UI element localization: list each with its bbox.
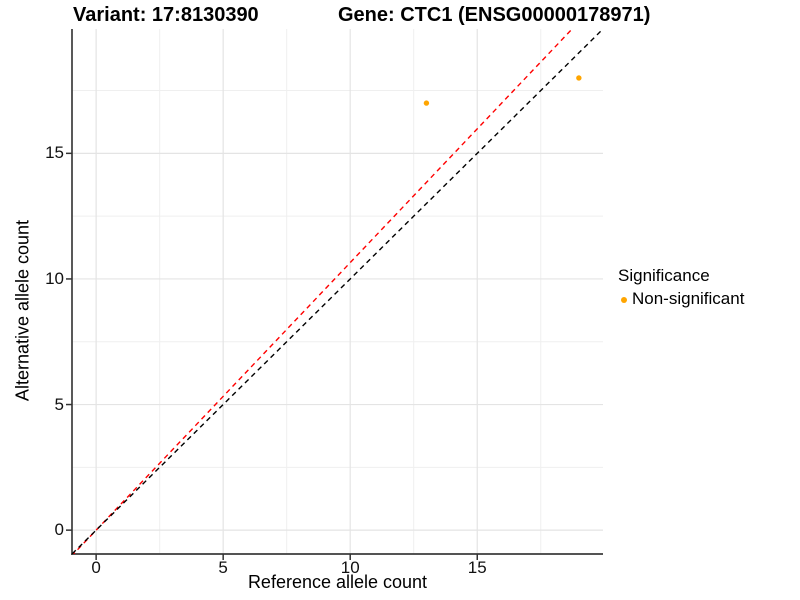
y-tick-label: 15 [45, 143, 64, 163]
axis-ticks [66, 152, 478, 560]
x-tick-label: 5 [218, 558, 228, 577]
data-points [423, 75, 582, 106]
identity-line [72, 29, 603, 554]
y-tick-label: 0 [54, 520, 64, 540]
data-point [423, 100, 430, 106]
data-point [576, 75, 582, 81]
legend-label: Non-significant [632, 289, 745, 308]
x-axis-title: Reference allele count [247, 572, 428, 592]
x-tick-label: 0 [91, 558, 101, 577]
axis-lines [71, 29, 603, 555]
y-tick-label: 5 [54, 394, 64, 414]
fitted-ratio-line [72, 29, 574, 554]
y-tick-label: 10 [45, 268, 64, 288]
x-tick-label: 15 [467, 558, 487, 577]
x-tick-label: 10 [340, 558, 360, 577]
grid-minor [72, 29, 603, 554]
gene-title: Gene: CTC1 (ENSG00000178971) [338, 4, 651, 26]
legend-items: Non-significant [616, 289, 744, 309]
legend: Significance Non-significant [616, 266, 744, 309]
legend-item: Non-significant [616, 289, 744, 309]
legend-point-icon [621, 296, 627, 303]
legend-title: Significance [618, 266, 710, 285]
grid-major [72, 29, 603, 554]
reference-lines [72, 29, 603, 554]
variant-title: Variant: 17:8130390 [73, 4, 259, 26]
